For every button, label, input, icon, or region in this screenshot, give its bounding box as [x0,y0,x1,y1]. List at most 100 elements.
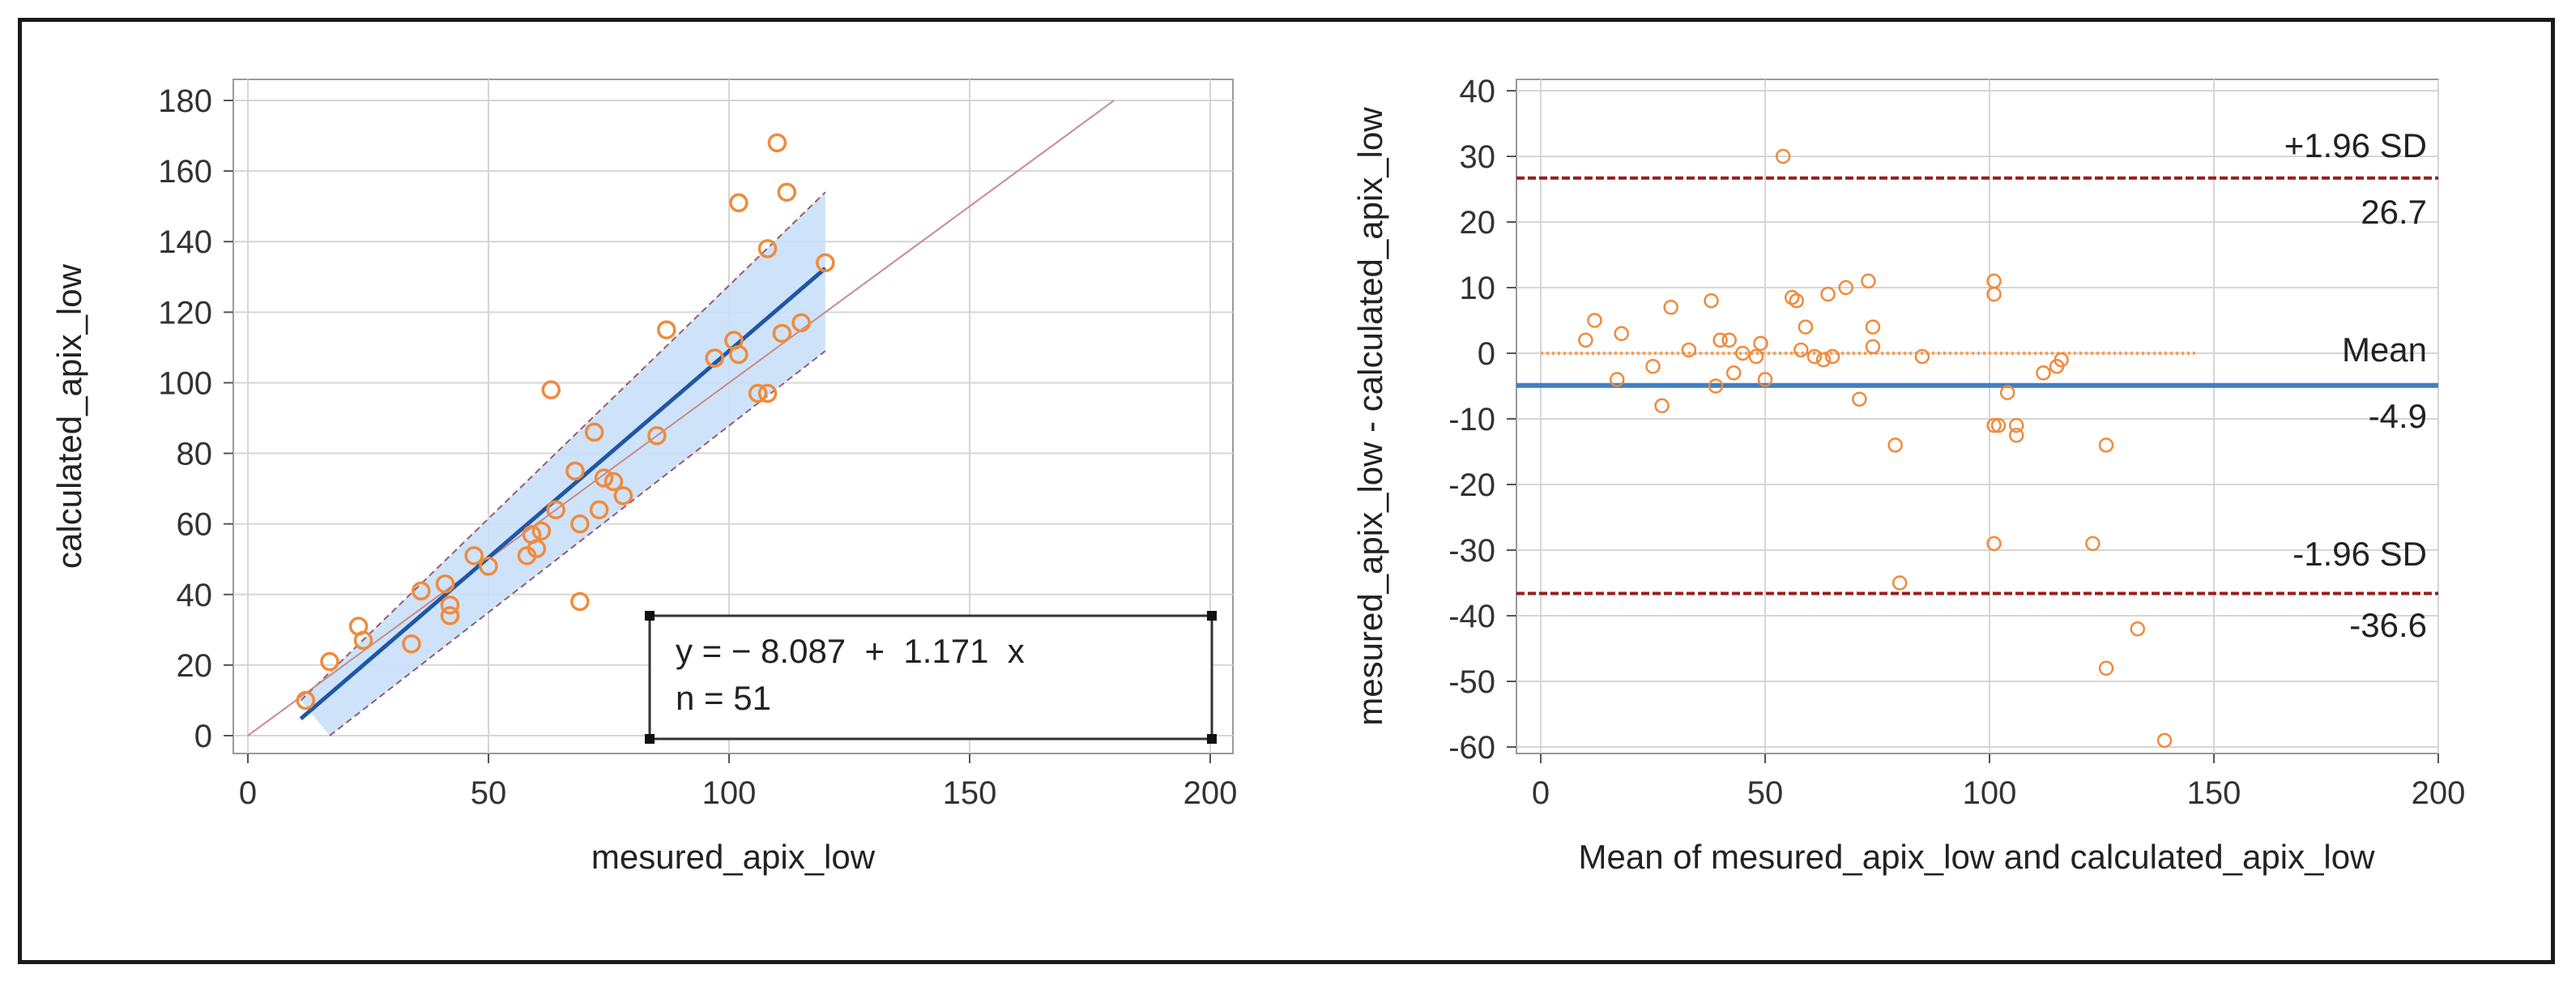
difference-point [1887,438,1903,453]
data-point [296,690,316,711]
regression-equation: y = − 8.087 + 1.171 x [676,632,1025,670]
data-point [791,313,811,333]
difference-point [1748,348,1764,365]
data-point [546,500,565,519]
bland-altman-plot-area [1516,79,2439,754]
difference-point [2130,621,2146,637]
difference-point [2008,417,2024,433]
x-tick-label: 50 [471,775,507,811]
difference-point [1725,365,1742,381]
difference-point [1820,286,1836,302]
difference-point [2008,428,2024,443]
data-point [748,383,768,403]
mean-label: Mean [2342,331,2427,369]
data-point [565,461,585,481]
difference-point [1708,378,1724,394]
y-tick-label: 180 [158,83,212,119]
difference-point [1806,348,1823,365]
data-point [777,182,797,202]
y-tick-label: 140 [158,224,212,260]
mean-value: -4.9 [2369,397,2427,435]
regression-line [299,267,827,721]
bland-altman-points [1578,148,2173,749]
difference-point [1798,319,1814,335]
y-tick-label: 10 [1460,271,1496,306]
equation-box: y = − 8.087 + 1.171 x n = 51 [645,611,1217,744]
data-point [729,344,748,365]
regression-y-axis-label: calculated_apix_low [50,263,88,569]
difference-point [1986,536,2002,552]
difference-point [2098,438,2114,453]
difference-point [2085,536,2100,552]
data-point [772,323,792,344]
bland-altman-y-axis-label: mesured_apix_low - calculated_apix_low [1351,107,1389,726]
difference-point [1721,332,1737,348]
x-tick-label: 0 [239,775,257,811]
difference-point [1645,358,1661,374]
data-point [435,574,455,594]
y-tick-label: 20 [1460,205,1496,241]
difference-point [1990,417,2007,433]
y-tick-label: 120 [158,295,212,331]
y-tick-label: -40 [1448,599,1495,634]
difference-point [1757,372,1773,387]
data-point [320,651,339,672]
y-tick-label: 0 [194,719,212,754]
difference-point [1654,398,1670,414]
identity-line [247,100,1115,736]
difference-point [1753,335,1768,352]
difference-point [1838,280,1853,296]
y-tick-label: 160 [158,154,212,190]
x-tick-label: 200 [1184,775,1238,811]
difference-point [1587,313,1602,328]
figure-frame [18,18,2555,964]
lower-sd-value: -36.6 [2349,606,2427,644]
equation-box-border [648,614,1213,741]
difference-point [1735,345,1751,361]
difference-point [1914,348,1930,365]
data-point [570,514,590,534]
difference-point [1704,292,1719,309]
data-point [570,591,590,612]
y-tick-label: 40 [1460,74,1496,109]
box-handle-top-left [645,611,655,621]
regression-plot: 0 50 100 150 200 0 20 40 60 80 100 120 140 160 180 mes… [50,79,1237,876]
x-tick-label: 200 [2412,775,2466,811]
data-point [594,468,614,488]
data-point [757,239,778,258]
data-point [440,606,460,625]
upper-sd-label: +1.96 SD [2284,126,2427,164]
difference-point [1824,348,1840,365]
y-tick-label: -60 [1448,730,1495,766]
difference-point [1578,332,1593,348]
difference-point [1865,319,1881,335]
difference-point [1663,300,1678,315]
data-point [412,581,431,601]
x-tick-label: 100 [702,775,757,811]
data-point [584,422,604,442]
data-point [589,500,609,519]
bland-altman-plot: 0 50 100 150 200403020100-10-20-30-40-50-60 … [1351,74,2465,876]
data-point [705,348,724,368]
difference-point [1815,352,1832,368]
y-tick-label: 100 [158,365,212,401]
difference-point [1712,332,1728,348]
difference-point [1986,417,2002,433]
y-tick-label: -50 [1448,664,1495,700]
difference-point [2054,352,2069,368]
y-tick-label: 20 [177,648,213,684]
y-tick-label: -30 [1448,533,1495,569]
data-point [816,253,835,273]
difference-point [1865,339,1881,355]
sample-size: n = 51 [676,679,771,717]
difference-point [1609,372,1625,387]
x-tick-label: 150 [943,775,997,811]
data-point [531,521,552,541]
x-tick-label: 100 [1963,775,2017,811]
y-tick-label: -10 [1448,402,1495,438]
y-tick-label: 80 [177,437,213,472]
data-point [613,486,633,506]
data-point [657,320,676,339]
difference-point [2156,732,2173,749]
